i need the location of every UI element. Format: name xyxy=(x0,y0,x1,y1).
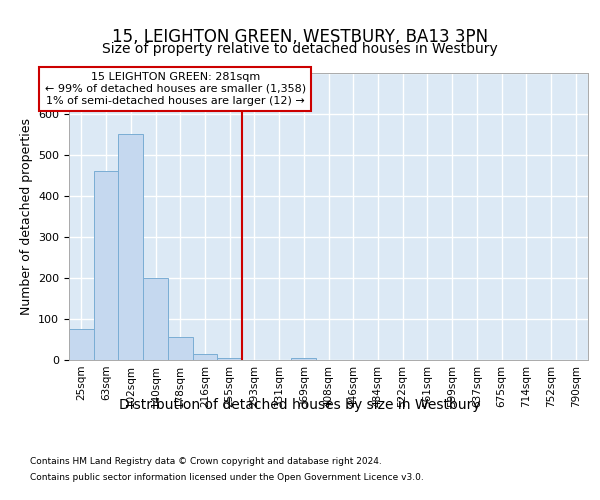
Text: Contains public sector information licensed under the Open Government Licence v3: Contains public sector information licen… xyxy=(30,472,424,482)
Text: Distribution of detached houses by size in Westbury: Distribution of detached houses by size … xyxy=(119,398,481,411)
Text: 15 LEIGHTON GREEN: 281sqm
← 99% of detached houses are smaller (1,358)
1% of sem: 15 LEIGHTON GREEN: 281sqm ← 99% of detac… xyxy=(45,72,306,106)
Bar xyxy=(193,354,217,360)
Text: Contains HM Land Registry data © Crown copyright and database right 2024.: Contains HM Land Registry data © Crown c… xyxy=(30,458,382,466)
Y-axis label: Number of detached properties: Number of detached properties xyxy=(20,118,32,315)
Text: 15, LEIGHTON GREEN, WESTBURY, BA13 3PN: 15, LEIGHTON GREEN, WESTBURY, BA13 3PN xyxy=(112,28,488,46)
Bar xyxy=(143,278,168,360)
Text: Size of property relative to detached houses in Westbury: Size of property relative to detached ho… xyxy=(102,42,498,56)
Bar xyxy=(94,171,118,360)
Bar xyxy=(292,358,316,360)
Bar xyxy=(118,134,143,360)
Bar xyxy=(217,358,242,360)
Bar xyxy=(168,338,193,360)
Bar xyxy=(69,329,94,360)
